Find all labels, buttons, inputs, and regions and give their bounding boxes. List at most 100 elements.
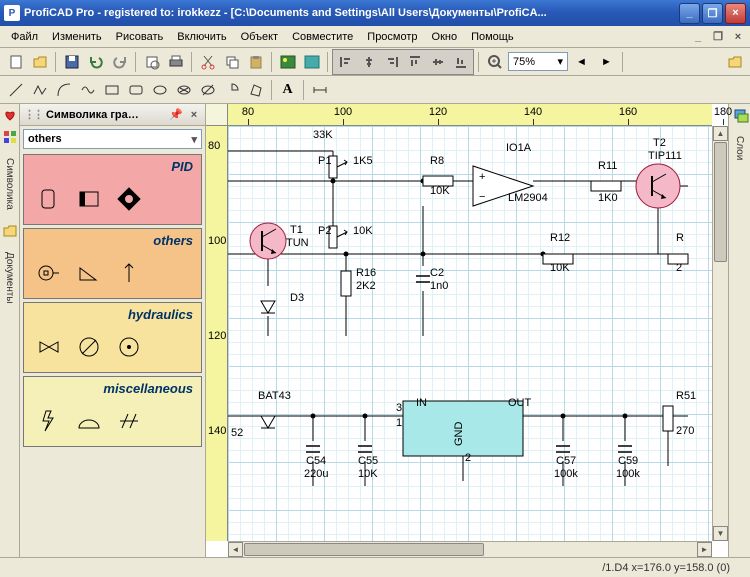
symbol-icon[interactable] [36,334,62,360]
ellipse-tool[interactable] [148,79,171,101]
left-tab-symbols[interactable]: Символика [2,152,17,216]
svg-text:IO1A: IO1A [506,142,532,154]
menu-align[interactable]: Совместите [285,29,360,45]
arc-tool[interactable] [52,79,75,101]
roundrect-tool[interactable] [124,79,147,101]
symbol-icon[interactable] [116,408,142,434]
pie-tool[interactable] [220,79,243,101]
category-pid[interactable]: PID [23,154,202,225]
symbol-icon[interactable] [76,334,102,360]
image1-button[interactable] [276,51,299,73]
symbol-icon[interactable] [116,186,142,212]
scroll-right-button[interactable]: ► [697,542,712,557]
mdi-restore-button[interactable]: ❐ [710,29,726,45]
category-hydraulics[interactable]: hydraulics [23,302,202,373]
align-bottom-button[interactable] [449,51,472,73]
svg-text:10K: 10K [550,262,570,274]
redo-button[interactable] [108,51,131,73]
scrollbar-horizontal[interactable]: ◄ ► [228,541,712,557]
zoom-prev-button[interactable]: ◄ [570,51,593,73]
svg-text:IN: IN [416,397,427,409]
menu-help[interactable]: Помощь [464,29,521,45]
folder-icon[interactable] [3,224,17,238]
svg-text:LM2904: LM2904 [508,192,548,204]
save-button[interactable] [60,51,83,73]
zoom-combo[interactable]: 75%▾ [508,52,568,71]
new-button[interactable] [4,51,27,73]
drawing-canvas[interactable]: +−33KP11K5R810KIO1ALM2904R111K0T2TIP111T… [228,126,712,541]
symbol-icon[interactable] [76,408,102,434]
scroll-thumb[interactable] [714,142,727,262]
rect-tool[interactable] [100,79,123,101]
text-tool[interactable]: A [276,79,299,101]
polyline-tool[interactable] [28,79,51,101]
app-icon: P [4,5,20,21]
menu-insert[interactable]: Включить [170,29,233,45]
category-others[interactable]: others [23,228,202,299]
symbol-icon[interactable] [116,334,142,360]
symbol-icon[interactable] [36,408,62,434]
polygon-tool[interactable] [244,79,267,101]
svg-text:+: + [479,171,485,183]
symbol-icon[interactable] [36,186,62,212]
symbol-icon[interactable] [76,260,102,286]
symbol-icon[interactable] [76,186,102,212]
dimension-tool[interactable] [308,79,331,101]
copy-button[interactable] [220,51,243,73]
symbol-icon[interactable] [116,260,142,286]
heart-icon[interactable] [3,108,17,122]
curve-tool[interactable] [76,79,99,101]
menu-object[interactable]: Объект [234,29,285,45]
scroll-thumb[interactable] [244,543,484,556]
menu-draw[interactable]: Рисовать [109,29,171,45]
svg-text:2: 2 [465,452,471,464]
layers-icon[interactable] [733,108,747,122]
scroll-down-button[interactable]: ▼ [713,526,728,541]
menu-file[interactable]: Файл [4,29,45,45]
mdi-minimize-button[interactable]: _ [690,29,706,45]
print-button[interactable] [164,51,187,73]
svg-text:−: − [479,191,485,203]
pin-icon[interactable]: 📌 [169,108,183,122]
image2-button[interactable] [300,51,323,73]
svg-text:R51: R51 [676,390,696,402]
svg-text:100k: 100k [616,468,640,480]
menu-edit[interactable]: Изменить [45,29,109,45]
undo-button[interactable] [84,51,107,73]
align-right-button[interactable] [380,51,403,73]
panel-close-icon[interactable]: × [187,108,201,122]
cut-button[interactable] [196,51,219,73]
svg-text:R16: R16 [356,267,376,279]
align-center-h-button[interactable] [357,51,380,73]
right-tab-layers[interactable]: Слои [732,130,747,166]
scroll-up-button[interactable]: ▲ [713,126,728,141]
menu-window[interactable]: Окно [425,29,465,45]
symbol-icon[interactable] [36,260,62,286]
close-button[interactable]: × [725,3,746,24]
scrollbar-vertical[interactable]: ▲ ▼ [712,126,728,541]
combo-value: others [28,133,62,145]
svg-text:10K: 10K [430,185,450,197]
menu-view[interactable]: Просмотр [360,29,424,45]
palette-icon[interactable] [3,130,17,144]
print-preview-button[interactable] [140,51,163,73]
zoom-next-button[interactable]: ► [595,51,618,73]
svg-text:TUN: TUN [286,237,309,249]
paste-button[interactable] [244,51,267,73]
category-combo[interactable]: others ▾ [23,129,202,149]
open-button[interactable] [28,51,51,73]
maximize-button[interactable]: ❐ [702,3,723,24]
left-tab-documents[interactable]: Документы [2,246,17,310]
line-tool[interactable] [4,79,27,101]
zoom-button[interactable] [483,51,506,73]
minimize-button[interactable]: _ [679,3,700,24]
align-middle-button[interactable] [426,51,449,73]
hatch-tool[interactable] [172,79,195,101]
align-top-button[interactable] [403,51,426,73]
align-left-button[interactable] [334,51,357,73]
scroll-left-button[interactable]: ◄ [228,542,243,557]
category-miscellaneous[interactable]: miscellaneous [23,376,202,447]
slash-ellipse-tool[interactable] [196,79,219,101]
mdi-close-button[interactable]: × [730,29,746,45]
folder-button[interactable] [723,51,746,73]
